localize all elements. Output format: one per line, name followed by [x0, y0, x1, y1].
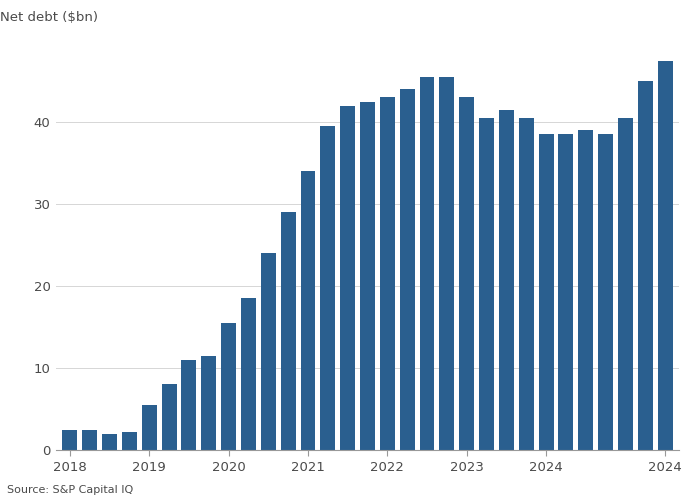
Bar: [122, 432, 137, 450]
Bar: [360, 102, 375, 450]
Bar: [578, 130, 593, 450]
Bar: [321, 126, 335, 450]
Bar: [241, 298, 256, 450]
Bar: [479, 118, 494, 450]
Bar: [499, 110, 514, 450]
Bar: [380, 98, 395, 450]
Bar: [300, 171, 316, 450]
Bar: [162, 384, 176, 450]
Bar: [340, 106, 355, 450]
Bar: [419, 77, 435, 450]
Bar: [559, 134, 573, 450]
Bar: [638, 81, 652, 450]
Bar: [618, 118, 633, 450]
Bar: [400, 89, 414, 450]
Bar: [102, 434, 117, 450]
Bar: [83, 430, 97, 450]
Bar: [221, 323, 236, 450]
Bar: [261, 253, 276, 450]
Bar: [62, 430, 77, 450]
Bar: [598, 134, 613, 450]
Bar: [658, 60, 673, 450]
Text: Net debt ($bn): Net debt ($bn): [0, 10, 98, 24]
Bar: [181, 360, 197, 450]
Text: Source: S&P Capital IQ: Source: S&P Capital IQ: [7, 485, 133, 495]
Bar: [440, 77, 454, 450]
Bar: [142, 405, 157, 450]
Bar: [281, 212, 295, 450]
Bar: [459, 98, 474, 450]
Bar: [202, 356, 216, 450]
Bar: [519, 118, 533, 450]
Bar: [538, 134, 554, 450]
